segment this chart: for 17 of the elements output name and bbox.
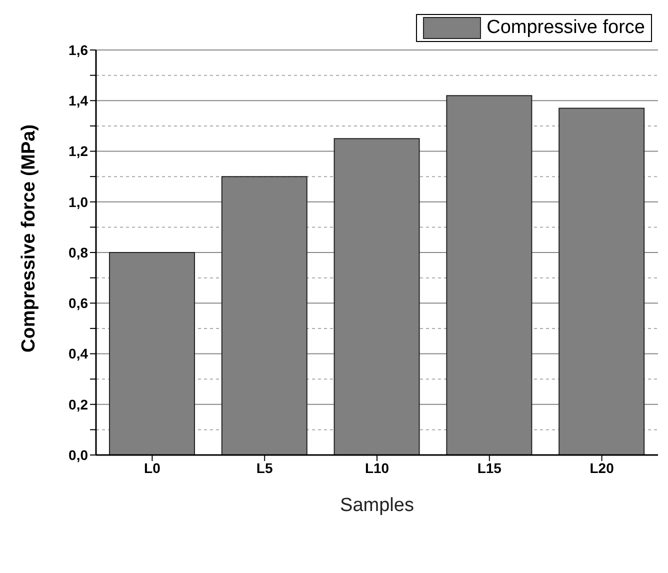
y-tick-label: 0,8 [68,244,88,260]
x-tick-label: L20 [590,460,614,476]
y-tick-label: 0,2 [68,396,88,412]
x-tick-label: L15 [477,460,502,476]
y-tick-label: 1,0 [68,194,88,210]
y-tick-label: 0,0 [68,446,88,463]
legend-label: Compressive force [486,17,645,39]
x-tick-label: L0 [144,460,161,476]
y-tick-label: 1,4 [68,92,88,109]
y-axis-title: Compressive force (MPa) [18,124,40,352]
x-tick-label: L5 [256,460,273,476]
y-tick-label: 0,4 [68,346,88,362]
y-tick-label: 0,6 [68,295,88,312]
x-tick-label: L10 [364,460,390,476]
y-tick-label: 1,2 [68,143,88,160]
x-axis-title: Samples [340,495,414,516]
y-tick-label: 1,6 [68,42,88,58]
